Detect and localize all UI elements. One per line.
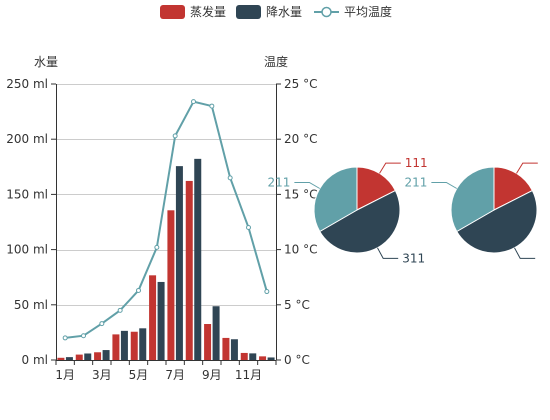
pie-left-label: 211: [267, 176, 290, 190]
pie-charts: 111 311 211 211: [267, 156, 538, 265]
precipitation-bar: [267, 357, 275, 360]
precipitation-bar: [84, 353, 92, 360]
legend: 蒸发量 降水量 平均温度: [160, 4, 392, 19]
precipitation-bar: [212, 306, 220, 360]
temperature-point: [227, 175, 233, 181]
y-axis-left-name: 水量: [34, 55, 58, 69]
x-tick-label: 9月: [202, 368, 222, 382]
precipitation-bar: [249, 353, 257, 360]
evaporation-bar: [75, 354, 83, 360]
evaporation-bar: [130, 331, 138, 360]
x-tick-label: 3月: [92, 368, 112, 382]
pie-right-slice: [456, 189, 538, 254]
temperature-point: [154, 244, 160, 250]
evaporation-bar: [57, 357, 65, 360]
y-left-tick-label: 100 ml: [6, 243, 48, 257]
precipitation-bar: [175, 166, 183, 360]
precipitation-bar: [230, 339, 238, 360]
y-right-tick-label: 20 °C: [284, 132, 317, 146]
legend-label: 蒸发量: [190, 4, 226, 19]
pie-left-label-line: [379, 162, 401, 174]
y-right-tick-label: 5 °C: [284, 298, 310, 312]
pie-left-slice: [319, 189, 401, 254]
y-left-tick-label: 50 ml: [14, 298, 48, 312]
pie-right-slice: [493, 166, 534, 211]
grid-lines: [56, 84, 276, 306]
pie-right-label-line: [516, 162, 538, 174]
temperature-point: [209, 103, 215, 109]
y-left-tick-label: 0 ml: [22, 353, 48, 367]
y-right-tick-label: 25 °C: [284, 77, 317, 91]
pie-left-label: 311: [402, 251, 425, 265]
evaporation-bar: [94, 352, 102, 360]
temperature-point: [172, 133, 178, 139]
evaporation-bar: [240, 352, 248, 360]
pie-right-label-line: [514, 247, 536, 259]
line-series: [62, 99, 270, 341]
temperature-line: [65, 100, 268, 339]
pie-left-slice: [356, 166, 397, 211]
legend-circle-icon: [321, 6, 332, 18]
pie-right-label: 211: [404, 176, 427, 190]
legend-swatch-icon: [160, 5, 185, 19]
y-right-tick-label: 0 °C: [284, 353, 310, 367]
evaporation-bar: [112, 334, 120, 360]
evaporation-bar: [185, 180, 193, 360]
pie-left-label-line: [294, 182, 321, 189]
evaporation-bar: [204, 324, 212, 360]
precipitation-bar: [194, 158, 202, 360]
precipitation-bar: [65, 357, 73, 360]
y-left-tick-label: 250 ml: [6, 77, 48, 91]
pie-right-label-line: [431, 182, 458, 189]
bar-series: [57, 158, 275, 360]
evaporation-bar: [259, 356, 267, 360]
x-tick-label: 1月: [55, 368, 75, 382]
pie-left-slice: [313, 166, 358, 233]
x-tick-label: 7月: [165, 368, 185, 382]
pie-left-label: 111: [405, 156, 428, 170]
temperature-point: [81, 333, 86, 339]
precipitation-bar: [157, 281, 165, 360]
pie-left-label-line: [377, 247, 399, 259]
evaporation-bar: [222, 337, 230, 360]
precipitation-bar: [139, 328, 147, 360]
legend-swatch-icon: [236, 5, 261, 19]
y-axis-right-name: 温度: [264, 54, 288, 69]
evaporation-bar: [167, 210, 175, 360]
temperature-point: [99, 321, 105, 327]
y-left-tick-label: 200 ml: [6, 132, 48, 146]
precipitation-bar: [102, 350, 110, 360]
temperature-point: [117, 307, 123, 313]
temperature-point: [246, 225, 251, 231]
x-tick-label: 5月: [129, 368, 149, 382]
legend-label: 降水量: [266, 5, 302, 19]
temperature-point: [136, 287, 141, 293]
axes: 0 ml 50 ml 100 ml 150 ml 200 ml 250 ml 0 °C 5 °…: [6, 54, 317, 382]
temperature-point: [264, 289, 270, 295]
pie-right-slice: [450, 166, 495, 233]
y-left-tick-label: 150 ml: [6, 187, 48, 201]
temperature-point: [62, 335, 68, 341]
x-tick-label: 11月: [235, 368, 262, 382]
legend-label: 平均温度: [344, 4, 392, 19]
precipitation-bar: [120, 330, 128, 360]
y-right-tick-label: 10 °C: [284, 243, 317, 257]
evaporation-bar: [149, 275, 157, 360]
temperature-point: [191, 99, 196, 105]
y-right-tick-label: 15 °C: [284, 187, 317, 201]
